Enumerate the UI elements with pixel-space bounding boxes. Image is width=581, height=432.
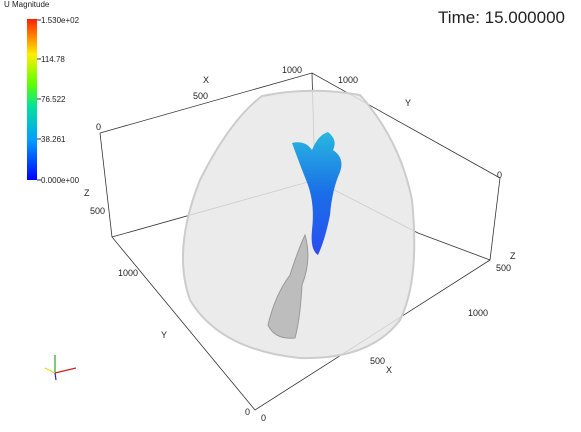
colorbar-label: 38.261 — [41, 135, 66, 144]
lower-body — [267, 233, 309, 339]
axis-label: Y — [161, 330, 167, 340]
axis-label: 0 — [245, 407, 250, 417]
axis-label: 500 — [193, 91, 208, 101]
axis-label: 1000 — [282, 65, 302, 75]
colorbar-label: 114.78 — [41, 55, 65, 64]
colorbar-label: 76.522 — [41, 95, 66, 104]
colorbar-label: 1.530e+02 — [41, 16, 80, 25]
colorbar-label: 0.000e+00 — [41, 176, 80, 185]
axis-label: 1000 — [468, 308, 488, 318]
axis-label: 1000 — [338, 75, 358, 85]
axis-label: 500 — [370, 356, 385, 366]
plume — [292, 132, 342, 255]
axis-label: Z — [84, 188, 90, 198]
axis-label: 0 — [96, 122, 101, 132]
axis-label: X — [203, 75, 209, 85]
axis-label: X — [386, 365, 392, 375]
time-label: Time: 15.000000 — [438, 8, 565, 27]
axes-triad — [44, 355, 77, 381]
domain-surface — [181, 89, 416, 360]
axis-label: 500 — [90, 206, 105, 216]
axis-label: Z — [510, 251, 516, 261]
axis-label: 500 — [496, 263, 511, 273]
axis-label: 0 — [261, 413, 266, 423]
axis-label: 1000 — [118, 268, 138, 278]
axis-label: 0 — [497, 170, 502, 180]
axis-label: Y — [405, 98, 411, 108]
colorbar-title: U Magnitude — [4, 0, 50, 9]
colorbar — [27, 19, 37, 180]
colorbar-gradient — [27, 19, 37, 180]
